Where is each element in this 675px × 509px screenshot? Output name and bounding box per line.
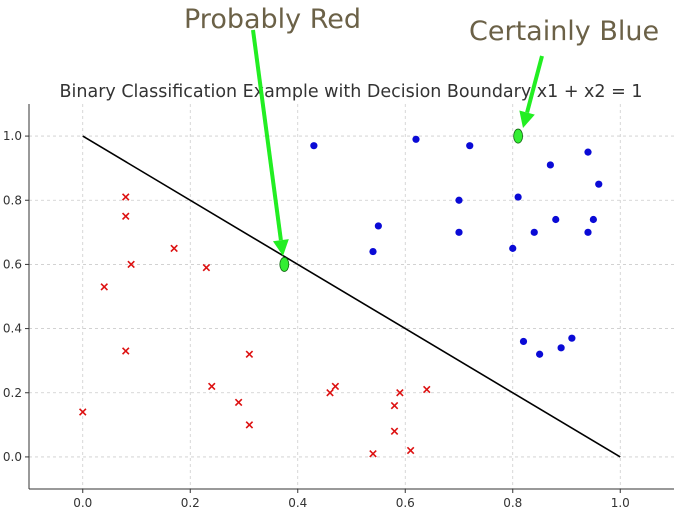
highlighted-point [513, 128, 524, 144]
probably-red-arrow [251, 29, 289, 256]
x-stroke [127, 260, 135, 269]
red-x-point [202, 263, 211, 272]
x-stroke [331, 382, 340, 391]
blue-dot-point [584, 148, 592, 156]
annotation-arrows [251, 29, 544, 256]
red-x-point [170, 244, 178, 253]
x-stroke [207, 382, 216, 391]
blue-dot-point [310, 142, 318, 150]
x-stroke [121, 193, 130, 201]
blue-dot-point [568, 334, 576, 342]
x-stroke [234, 398, 243, 407]
red-x-point [406, 446, 415, 455]
x-stroke [121, 212, 130, 221]
red-x-point [331, 382, 340, 391]
arrow-head [272, 239, 289, 256]
blue-dot-point [369, 247, 377, 256]
red-x-point [396, 388, 404, 397]
x-tick-label: 1.0 [611, 496, 630, 509]
probably-red-label: Probably Red [184, 4, 362, 35]
blue-dot-point [514, 193, 522, 201]
x-stroke [245, 350, 254, 359]
blue-dot-point [584, 228, 592, 236]
tick-labels: 0.0 0.2 0.4 0.6 0.8 1.0 0.0 0.2 0.4 0.6 0.8 1.0 [3, 129, 630, 509]
x-stroke [390, 401, 399, 410]
x-stroke [121, 347, 130, 355]
certainly-blue-arrow [519, 55, 544, 128]
x-tick-label: 0.8 [503, 496, 522, 509]
x-tick-label: 0.6 [396, 496, 415, 509]
red-x-point [245, 421, 254, 429]
red-x-point [127, 260, 135, 269]
red-x-point [100, 283, 109, 291]
x-stroke [326, 388, 334, 397]
red-x-point [207, 382, 216, 391]
blue-dot-point [466, 142, 474, 150]
y-tick-label: 0.0 [3, 450, 22, 464]
blue-dot-point [557, 344, 565, 352]
chart-title: Binary Classification Example with Decis… [60, 82, 643, 102]
y-tick-label: 0.6 [3, 257, 22, 271]
x-stroke [170, 244, 178, 253]
x-stroke [369, 449, 377, 458]
blue-dot-point [589, 215, 597, 224]
blue-dot-point [595, 180, 603, 188]
y-tick-label: 1.0 [3, 129, 22, 143]
blue-dot-point [552, 215, 560, 224]
decision-boundary-line [82, 135, 621, 458]
blue-dot-point [530, 228, 538, 236]
red-x-point [390, 427, 399, 436]
x-tick-label: 0.4 [288, 496, 307, 509]
red-x-point [121, 347, 130, 355]
x-stroke [78, 408, 87, 416]
grid-lines [29, 104, 674, 489]
y-tick-label: 0.4 [3, 322, 22, 336]
x-stroke [390, 427, 399, 436]
decision-boundary [82, 135, 621, 458]
blue-dot-point [536, 350, 544, 358]
highlighted-point [279, 257, 290, 272]
x-stroke [406, 446, 415, 455]
axes [25, 104, 674, 493]
x-stroke [100, 283, 109, 291]
blue-dot-point [546, 161, 554, 169]
red-x-point [422, 385, 431, 394]
x-stroke [396, 388, 404, 397]
x-stroke [422, 385, 431, 394]
blue-dot-point [455, 196, 463, 204]
red-x-point [121, 193, 130, 201]
blue-dot-point [374, 222, 382, 230]
x-tick-label: 0.0 [73, 496, 92, 509]
blue-dot-point [455, 228, 463, 236]
arrow-head [519, 110, 535, 128]
x-stroke [202, 263, 211, 272]
arrow-shaft [251, 29, 283, 241]
data-points [78, 128, 603, 458]
certainly-blue-label: Certainly Blue [469, 16, 660, 47]
x-tick-label: 0.2 [181, 496, 200, 509]
blue-dot-point [412, 135, 420, 143]
red-x-point [78, 408, 87, 416]
red-x-point [234, 398, 243, 407]
blue-dot-point [509, 244, 517, 252]
red-x-point [390, 401, 399, 410]
red-x-point [245, 350, 254, 359]
red-x-point [369, 449, 377, 458]
arrow-shaft [525, 55, 544, 114]
x-stroke [245, 421, 254, 429]
blue-dot-point [519, 337, 528, 346]
red-x-point [326, 388, 334, 397]
red-x-point [121, 212, 130, 221]
y-tick-label: 0.2 [3, 386, 22, 400]
y-tick-label: 0.8 [3, 193, 22, 207]
